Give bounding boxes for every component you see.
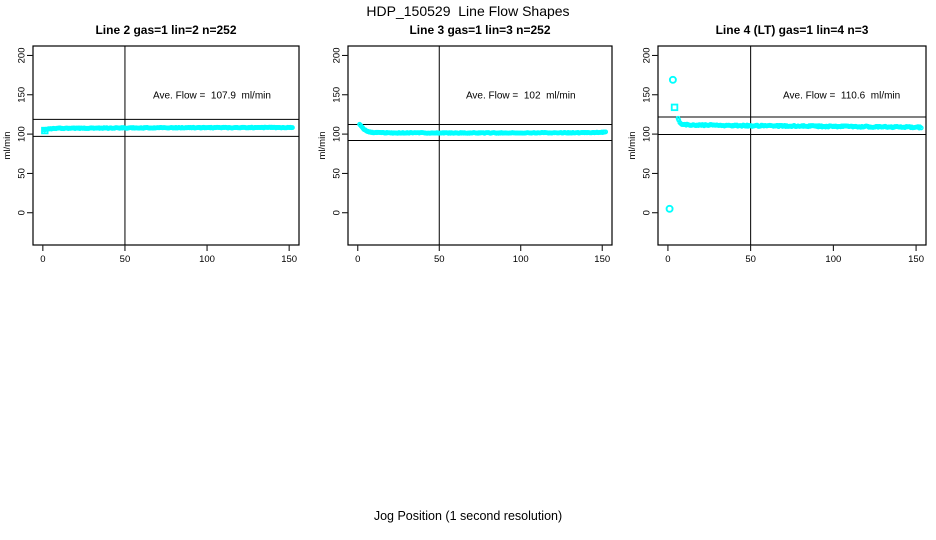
outlier-point [670, 103, 679, 112]
ave-flow-annotation: Ave. Flow = 102 ml/min [465, 90, 576, 102]
y-tick-label: 0 [332, 210, 343, 215]
plot-area: 0 50 100 150 0 50 100 150 200 [642, 45, 927, 265]
ave-flow-annotation: Ave. Flow = 107.9 ml/min [153, 90, 271, 102]
x-tick-label: 150 [908, 254, 924, 265]
x-tick-label: 50 [120, 254, 131, 265]
x-axis-label: Jog Position (1 second resolution) [373, 509, 563, 523]
y-tick-label: 150 [332, 87, 343, 103]
plot-box [347, 45, 613, 246]
panel-title: Line 3 gas=1 lin=3 n=252 [409, 23, 551, 37]
y-tick-label: 200 [332, 48, 343, 64]
y-tick-label: 50 [17, 168, 28, 179]
figure-title: HDP_150529 Line Flow Shapes [366, 3, 570, 19]
data-point [603, 129, 609, 135]
x-tick-label: 100 [199, 254, 215, 265]
x-tick-label: 100 [513, 254, 529, 265]
y-tick-label: 100 [642, 126, 653, 142]
y-tick-label: 0 [642, 210, 653, 215]
plot-box [657, 45, 927, 246]
y-tick-label: 0 [17, 210, 28, 215]
plot-area: 0 50 100 150 0 50 100 150 200 [17, 45, 300, 265]
plot-box [32, 45, 300, 246]
y-tick-label: 150 [642, 87, 653, 103]
y-tick-label: 50 [332, 168, 343, 179]
y-tick-label: 100 [332, 126, 343, 142]
x-tick-label: 0 [40, 254, 45, 265]
x-tick-label: 0 [355, 254, 360, 265]
y-tick-label: 150 [17, 87, 28, 103]
data-point [289, 125, 295, 131]
x-tick-label: 50 [434, 254, 445, 265]
y-tick-label: 200 [17, 48, 28, 64]
y-tick-label: 50 [642, 168, 653, 179]
panel-title: Line 4 (LT) gas=1 lin=4 n=3 [715, 23, 869, 37]
data-point [918, 125, 924, 131]
y-tick-label: 200 [642, 48, 653, 64]
ave-flow-annotation: Ave. Flow = 110.6 ml/min [783, 90, 901, 102]
x-tick-label: 150 [594, 254, 610, 265]
y-tick-label: 100 [17, 126, 28, 142]
x-tick-label: 50 [745, 254, 756, 265]
panel-title: Line 2 gas=1 lin=2 n=252 [95, 23, 237, 37]
x-tick-label: 0 [665, 254, 670, 265]
plot-area: 0 50 100 150 0 50 100 150 200 [332, 45, 613, 265]
x-tick-label: 100 [825, 254, 841, 265]
outlier-point [41, 126, 49, 135]
outlier-point [668, 75, 677, 84]
outlier-point [665, 204, 674, 213]
x-tick-label: 150 [281, 254, 297, 265]
